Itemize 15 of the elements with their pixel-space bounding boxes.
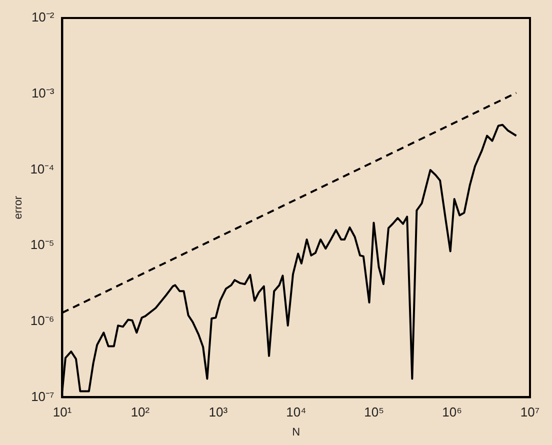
x-tick-label: 10²	[130, 404, 150, 420]
y-tick-label: 10⁻⁴	[30, 161, 54, 176]
x-tick-label: 10⁷	[520, 404, 540, 420]
y-tick-label: 10⁻⁶	[30, 312, 54, 328]
x-tick-label: 10¹	[52, 404, 72, 420]
y-tick-label: 10⁻⁵	[30, 237, 54, 252]
x-axis-title: N	[292, 426, 300, 438]
y-tick-label: 10⁻²	[31, 10, 55, 25]
y-tick-label: 10⁻⁷	[31, 388, 55, 404]
y-tick-label: 10⁻³	[31, 85, 55, 100]
y-axis-title: error	[12, 196, 25, 220]
x-tick-label: 10⁵	[364, 404, 384, 420]
x-tick-label: 10⁴	[286, 404, 306, 420]
x-tick-label: 10⁶	[442, 404, 462, 420]
x-tick-label: 10³	[208, 404, 228, 420]
